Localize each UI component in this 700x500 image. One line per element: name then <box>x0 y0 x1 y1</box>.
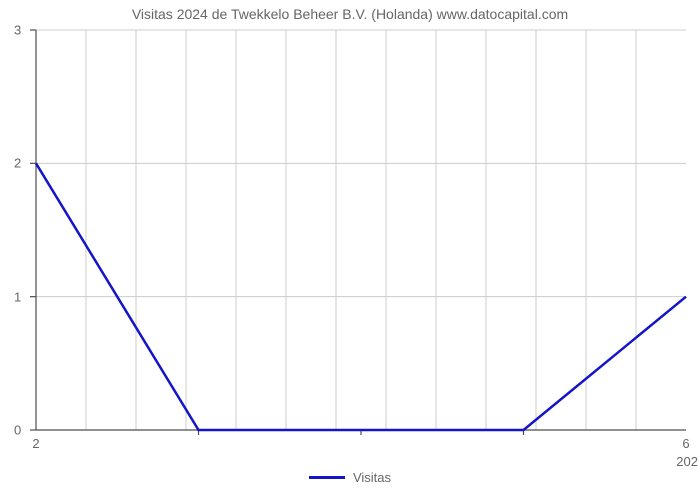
y-tick-label: 0 <box>14 423 21 438</box>
y-tick-label: 3 <box>14 23 21 38</box>
x-tick-label: 6 <box>682 436 689 451</box>
chart-legend: Visitas <box>0 470 700 485</box>
x-tick-label: 2 <box>32 436 39 451</box>
legend-swatch <box>309 476 345 479</box>
chart-title: Visitas 2024 de Twekkelo Beheer B.V. (Ho… <box>0 6 700 22</box>
y-tick-label: 2 <box>14 156 21 171</box>
chart-container: { "chart": { "type": "line", "title": "V… <box>0 0 700 500</box>
chart-plot <box>36 30 686 430</box>
x-axis-year-fragment: 202 <box>676 454 698 469</box>
legend-label: Visitas <box>353 470 391 485</box>
y-tick-label: 1 <box>14 289 21 304</box>
